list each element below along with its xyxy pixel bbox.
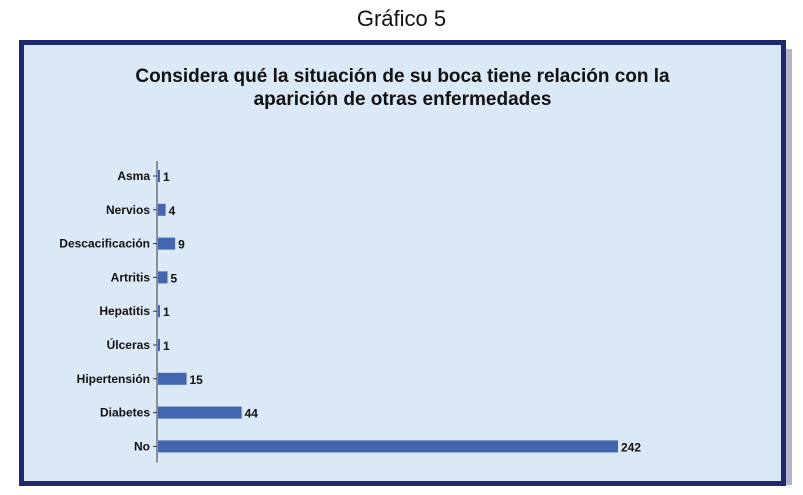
data-label: 4 (169, 204, 176, 218)
data-label: 5 (171, 271, 178, 285)
bar (158, 440, 618, 453)
category-label: Descacificación (59, 237, 150, 251)
data-label: 1 (163, 305, 170, 319)
bar (158, 170, 160, 182)
data-label: 1 (163, 170, 170, 184)
bar (158, 339, 160, 351)
category-label: Artritis (111, 270, 151, 284)
chart-title-line-2: aparición de otras enfermedades (253, 89, 552, 110)
bar-chart: Asma 1 Nervios 4 Descacificación 9 Artritis 5 He… (59, 161, 641, 463)
bar (158, 372, 187, 385)
category-label: Úlceras (107, 337, 151, 352)
category-label: No (134, 439, 150, 453)
category-label: Diabetes (100, 406, 150, 420)
data-label: 44 (245, 407, 259, 421)
bar (158, 237, 176, 250)
data-label: 242 (621, 440, 641, 454)
data-label: 9 (178, 238, 185, 252)
chart-title-line-1: Considera qué la situación de su boca ti… (135, 66, 670, 87)
bar (158, 203, 166, 216)
chart-title: Considera qué la situación de su boca ti… (24, 65, 781, 111)
data-label: 15 (190, 373, 204, 387)
category-label: Nervios (106, 203, 150, 217)
bar (158, 406, 242, 419)
category-label: Hipertensión (77, 372, 150, 386)
figure-caption: Gráfico 5 (356, 6, 447, 31)
category-label: Hepatitis (99, 304, 150, 318)
chart-frame: Considera qué la situación de su boca ti… (19, 40, 792, 486)
category-label: Asma (117, 169, 150, 183)
bar (158, 271, 168, 284)
data-label: 1 (163, 339, 170, 353)
bar (158, 305, 160, 318)
